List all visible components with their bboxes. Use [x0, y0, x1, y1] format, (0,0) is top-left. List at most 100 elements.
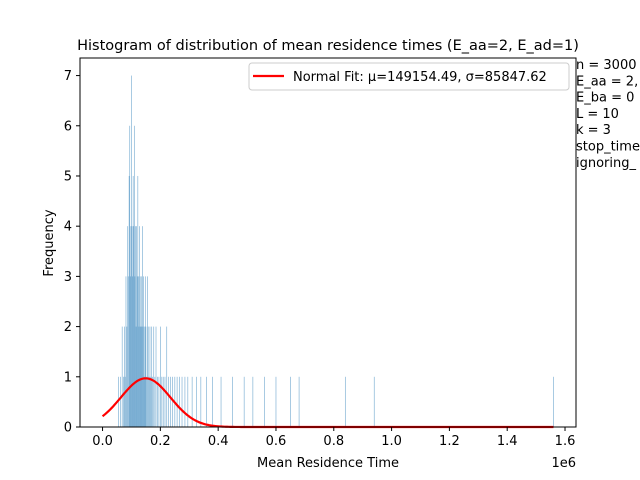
histogram-bar	[181, 376, 183, 427]
histogram-bar	[126, 326, 128, 427]
histogram-bar	[148, 376, 150, 427]
x-tick-label: 0.4	[208, 434, 229, 449]
histogram-bar	[252, 376, 254, 427]
annotation-line: stop_time	[576, 140, 640, 155]
histogram-bar	[179, 376, 180, 427]
histogram-bar	[130, 226, 132, 427]
histogram-bar	[196, 376, 197, 427]
histogram-bar	[127, 276, 129, 427]
x-tick-label: 0.0	[92, 434, 113, 449]
annotation-line: k = 3	[576, 123, 611, 138]
histogram-bar	[158, 376, 160, 427]
histogram-bar	[149, 326, 151, 427]
x-axis-ticks: 0.0 0.2 0.4 0.6 0.8 1.0 1.2 1.4 1.6	[92, 427, 575, 449]
histogram-bar	[120, 376, 121, 427]
histogram-bar	[212, 376, 213, 427]
histogram-bar	[124, 376, 126, 427]
histogram-bar	[150, 376, 152, 427]
histogram-bar	[139, 226, 140, 427]
legend: Normal Fit: μ=149154.49, σ=85847.62	[248, 62, 570, 91]
histogram-bar	[187, 376, 189, 427]
y-tick-label: 7	[64, 69, 72, 84]
histogram-bar	[144, 276, 146, 427]
histogram-bar	[164, 376, 166, 427]
x-tick-label: 0.8	[323, 434, 344, 449]
histogram-bar	[129, 125, 131, 427]
legend-box	[248, 62, 570, 91]
histogram-bar	[121, 326, 123, 427]
chart-title: Histogram of distribution of mean reside…	[77, 38, 579, 54]
histogram-bar	[191, 376, 193, 427]
histogram-bar	[206, 376, 207, 427]
histogram-bar	[275, 376, 277, 427]
histogram-bar	[136, 276, 138, 427]
histogram-bar	[168, 376, 169, 427]
histogram-bar	[161, 376, 163, 427]
y-axis-ticks: 0 1 2 3 4 5 6 7	[64, 69, 80, 436]
annotation-line: L = 10	[576, 107, 619, 122]
y-tick-label: 2	[64, 320, 72, 335]
y-tick-label: 6	[64, 119, 72, 134]
y-tick-label: 1	[64, 370, 72, 385]
histogram-bar	[141, 326, 143, 427]
histogram-bar	[157, 376, 158, 427]
histogram-bar	[154, 376, 156, 427]
histogram-bar	[123, 376, 124, 427]
histogram-bar	[135, 326, 137, 427]
histogram-bar	[152, 376, 153, 427]
y-tick-label: 4	[64, 220, 72, 235]
histogram-bar	[138, 276, 139, 427]
histogram-bar	[243, 376, 245, 427]
x-tick-label: 1.4	[497, 434, 518, 449]
x-tick-label: 1.6	[555, 434, 576, 449]
x-tick-label: 1.2	[439, 434, 460, 449]
y-tick-label: 3	[64, 270, 72, 285]
histogram-bar	[138, 326, 140, 427]
histogram-bar	[139, 276, 141, 427]
histogram-bar	[137, 175, 139, 427]
histogram-bar	[146, 376, 147, 427]
histogram-bar	[129, 276, 131, 427]
annotation-line: n = 3000	[576, 58, 636, 73]
histogram-bar	[143, 276, 144, 427]
histogram-bar	[132, 276, 133, 427]
histogram-bar	[290, 376, 291, 427]
histogram-bar	[124, 326, 125, 427]
histogram-bar	[176, 376, 178, 427]
histogram-bar	[127, 226, 129, 427]
histogram-bar	[373, 376, 375, 427]
x-tick-label: 0.6	[266, 434, 287, 449]
legend-label: Normal Fit: μ=149154.49, σ=85847.62	[293, 70, 547, 85]
histogram-bar	[132, 175, 134, 427]
histogram-bar	[135, 226, 136, 427]
annotation-line: E_ba = 0	[576, 91, 634, 106]
histogram-bar	[232, 376, 233, 427]
histogram-bar	[151, 326, 153, 427]
histogram-bar	[144, 326, 146, 427]
annotation-line: ignoring_	[576, 156, 637, 171]
histogram-bar	[143, 376, 145, 427]
x-tick-label: 1.0	[381, 434, 402, 449]
histogram-bar	[298, 376, 300, 427]
histogram-bar	[220, 376, 222, 427]
histogram-bar	[344, 376, 346, 427]
histogram-bar	[131, 226, 133, 427]
annotation-line: E_aa = 2,	[576, 74, 638, 89]
histogram-bar	[166, 326, 168, 427]
histogram-bar	[264, 376, 265, 427]
histogram-bar	[140, 326, 142, 427]
histogram-bar	[133, 125, 135, 427]
histogram-bar	[142, 226, 143, 427]
histogram-bar	[172, 376, 173, 427]
histogram-bar	[133, 226, 135, 427]
histogram-bar	[170, 376, 171, 427]
y-axis-label: Frequency	[42, 209, 57, 276]
histogram-bar	[160, 326, 161, 427]
x-axis-offset-label: 1e6	[551, 456, 576, 471]
histogram-bar	[147, 326, 149, 427]
histogram-bars	[118, 75, 554, 427]
histogram-bar	[153, 326, 155, 427]
y-tick-label: 0	[64, 421, 72, 436]
